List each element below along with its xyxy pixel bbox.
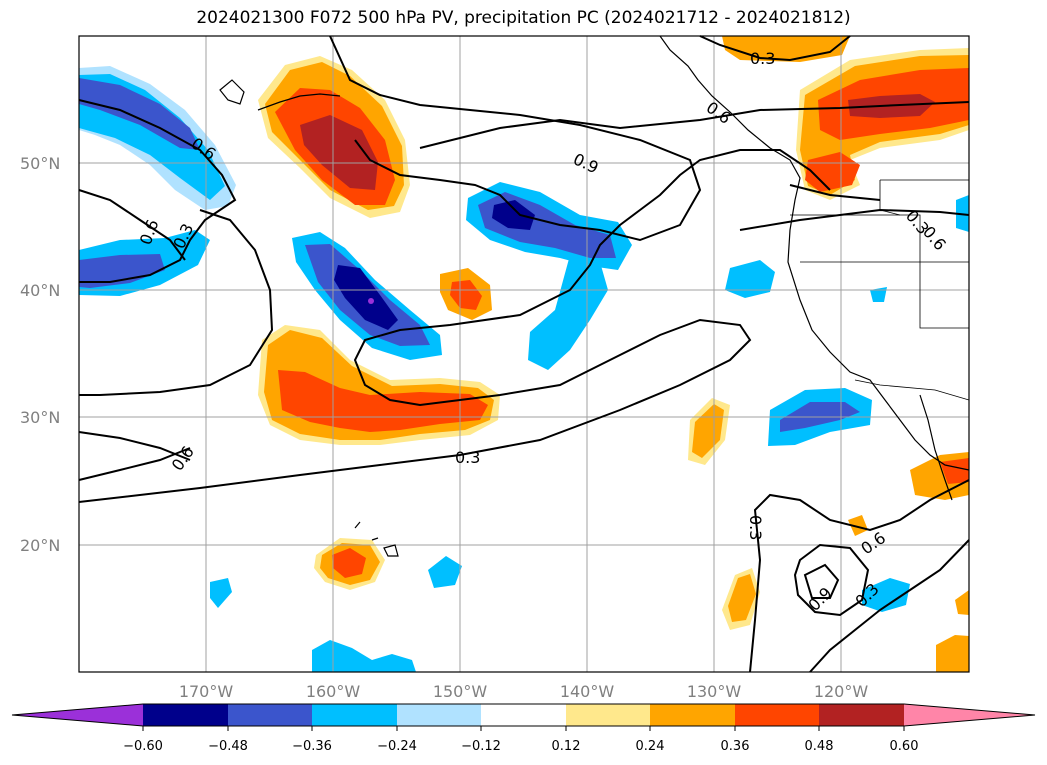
colorbar-tick-label: −0.24 [377, 739, 417, 754]
colorbar-swatch-neg-light [312, 704, 397, 726]
pv-contours [78, 35, 970, 673]
colorbar-swatch-pos-extreme [904, 704, 1035, 726]
neg-anomaly-nw-mid [79, 78, 200, 150]
lon-label-140w: 140°W [560, 682, 615, 701]
lon-label-120w: 120°W [814, 682, 869, 701]
neg-anomaly-central-peak [368, 298, 374, 304]
colorbar-tick-label: −0.36 [292, 739, 332, 754]
neg-anomaly-hawaii [428, 556, 462, 588]
colorbar-tick-marks [142, 726, 905, 731]
lat-label-30n: 30°N [20, 408, 60, 427]
lon-label-150w: 150°W [433, 682, 488, 701]
neg-anomaly-small [725, 260, 775, 298]
neg-anomaly-w-mid [79, 254, 165, 288]
pos-anomaly-north-dark [300, 115, 378, 190]
colorbar-tick-label: 0.48 [805, 739, 834, 754]
contour-label: 0.3 [455, 448, 480, 467]
neg-anomaly-se [862, 578, 910, 612]
colorbar-swatch-pos-light [650, 704, 735, 726]
colorbar-swatch-pos-dark [819, 704, 904, 726]
colorbar-swatch-neutral [481, 704, 566, 726]
lon-label-160w: 160°W [306, 682, 361, 701]
neg-anomaly-central-core [334, 265, 398, 330]
contour-label: 0.3 [746, 515, 765, 540]
colorbar-tick-label: 0.24 [636, 739, 665, 754]
pos-anomaly-se-core [940, 458, 969, 484]
colorbar-tick-label: −0.48 [208, 739, 248, 754]
lon-label-170w: 170°W [179, 682, 234, 701]
pos-anomaly-mid-core [450, 280, 482, 310]
lat-label-20n: 20°N [20, 536, 60, 555]
lat-label-40n: 40°N [20, 281, 60, 300]
colorbar-swatch-neg-mid [228, 704, 312, 726]
pos-anomaly-s2 [848, 515, 868, 536]
pos-anomaly-s3 [955, 590, 969, 615]
pos-anomaly-s4 [936, 635, 969, 672]
neg-anomaly-w-small [210, 578, 232, 608]
coastlines [219, 35, 970, 557]
colorbar: −0.60 −0.48 −0.36 −0.24 −0.12 0.12 0.24 … [11, 703, 1036, 754]
colorbar-swatch-neg-extreme [12, 704, 143, 726]
pos-anomaly-s1-core [728, 574, 756, 622]
colorbar-swatch-pos-mid [735, 704, 819, 726]
neg-anomaly-strip [528, 255, 608, 370]
neg-anomaly-ne-core [492, 200, 535, 230]
lon-label-130w: 130°W [687, 682, 742, 701]
pos-anomaly-ne-coast [805, 152, 860, 192]
colorbar-tick-label: −0.12 [461, 739, 501, 754]
pos-anomaly-hawaii-core [332, 548, 366, 578]
lat-label-50n: 50°N [20, 154, 60, 173]
map-frame [78, 35, 970, 673]
contour-label: 0.3 [750, 49, 775, 68]
colorbar-swatch-neg-pale [397, 704, 481, 726]
colorbar-swatch-pos-pale [566, 704, 650, 726]
colorbar-tick-label: 0.36 [721, 739, 750, 754]
colorbar-tick-label: 0.60 [890, 739, 919, 754]
colorbar-swatch-neg-dark [143, 704, 228, 726]
map-gridlines [79, 36, 969, 672]
map-title: 2024021300 F072 500 hPa PV, precipitatio… [196, 8, 851, 28]
colorbar-tick-label: −0.60 [123, 739, 163, 754]
neg-anomaly-bottom [312, 640, 416, 672]
colorbar-tick-label: 0.12 [552, 739, 581, 754]
neg-anomaly-tiny [870, 287, 887, 302]
